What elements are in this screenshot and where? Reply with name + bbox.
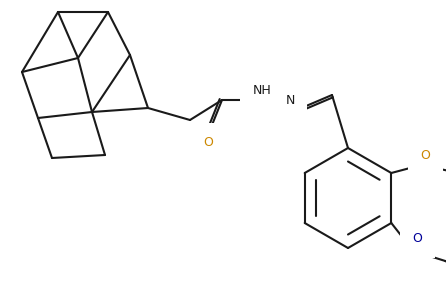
Text: O: O	[421, 149, 430, 162]
Text: NH: NH	[252, 83, 271, 97]
Text: O: O	[203, 135, 213, 149]
Text: N: N	[285, 93, 295, 106]
Text: O: O	[413, 233, 422, 245]
